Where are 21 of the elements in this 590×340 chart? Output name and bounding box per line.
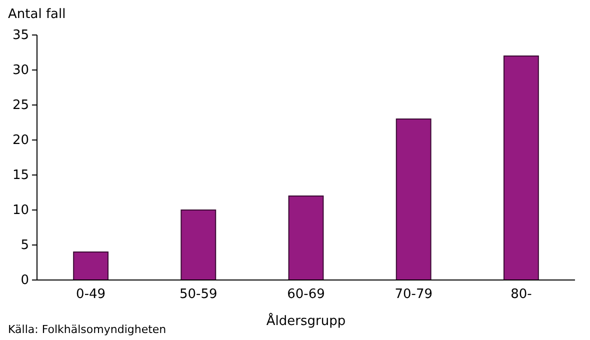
text: Källa: Folkhälsomyndigheten [8,323,166,336]
x-tick-label: 0-49 [76,287,106,302]
x-tick-label: 60-69 [287,287,325,302]
y-tick-label: 15 [12,168,29,184]
x-tick-label: 50-59 [180,287,218,302]
bar [503,56,539,280]
y-axis-title: Antal fall [8,7,66,22]
x-axis-title: Åldersgrupp [266,312,346,329]
y-tick-label: 20 [12,133,29,148]
bar [396,118,432,280]
y-tick-label: 10 [12,203,29,218]
bar [288,196,324,280]
x-tick-label: 80- [510,287,532,302]
bar [180,210,216,280]
x-tick-label: 70-79 [394,287,432,302]
y-tick-label: 5 [20,238,29,254]
y-tick-label: 35 [12,28,29,44]
bar [73,252,109,280]
y-tick-label: 25 [12,98,29,114]
y-tick-label: 0 [20,273,29,288]
y-tick-label: 30 [12,63,29,78]
